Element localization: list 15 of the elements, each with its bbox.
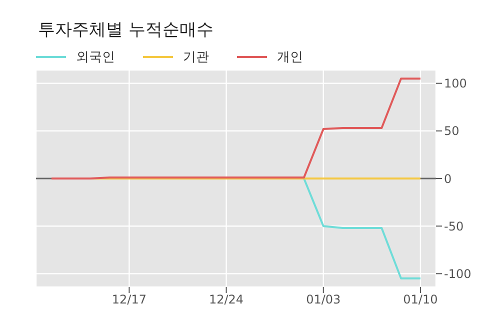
y-tick-label: -50 — [444, 219, 464, 234]
y-tick-label: 50 — [444, 124, 460, 138]
legend-label: 기관 — [183, 49, 209, 66]
line-series — [50, 78, 422, 180]
legend-label: 외국인 — [76, 49, 115, 66]
legend-label: 개인 — [277, 49, 303, 66]
chart-title: 투자주체별 누적순매수 — [37, 19, 214, 42]
x-tick-label: 01/10 — [403, 292, 438, 307]
x-tick-label: 12/24 — [208, 292, 244, 307]
y-tick-label: 100 — [444, 76, 467, 91]
x-tick-label: 12/17 — [112, 292, 146, 307]
y-tick-label: 0 — [444, 172, 452, 186]
line-series — [302, 178, 422, 280]
y-tick-label: -100 — [444, 266, 472, 281]
x-tick-label: 01/03 — [306, 292, 341, 307]
